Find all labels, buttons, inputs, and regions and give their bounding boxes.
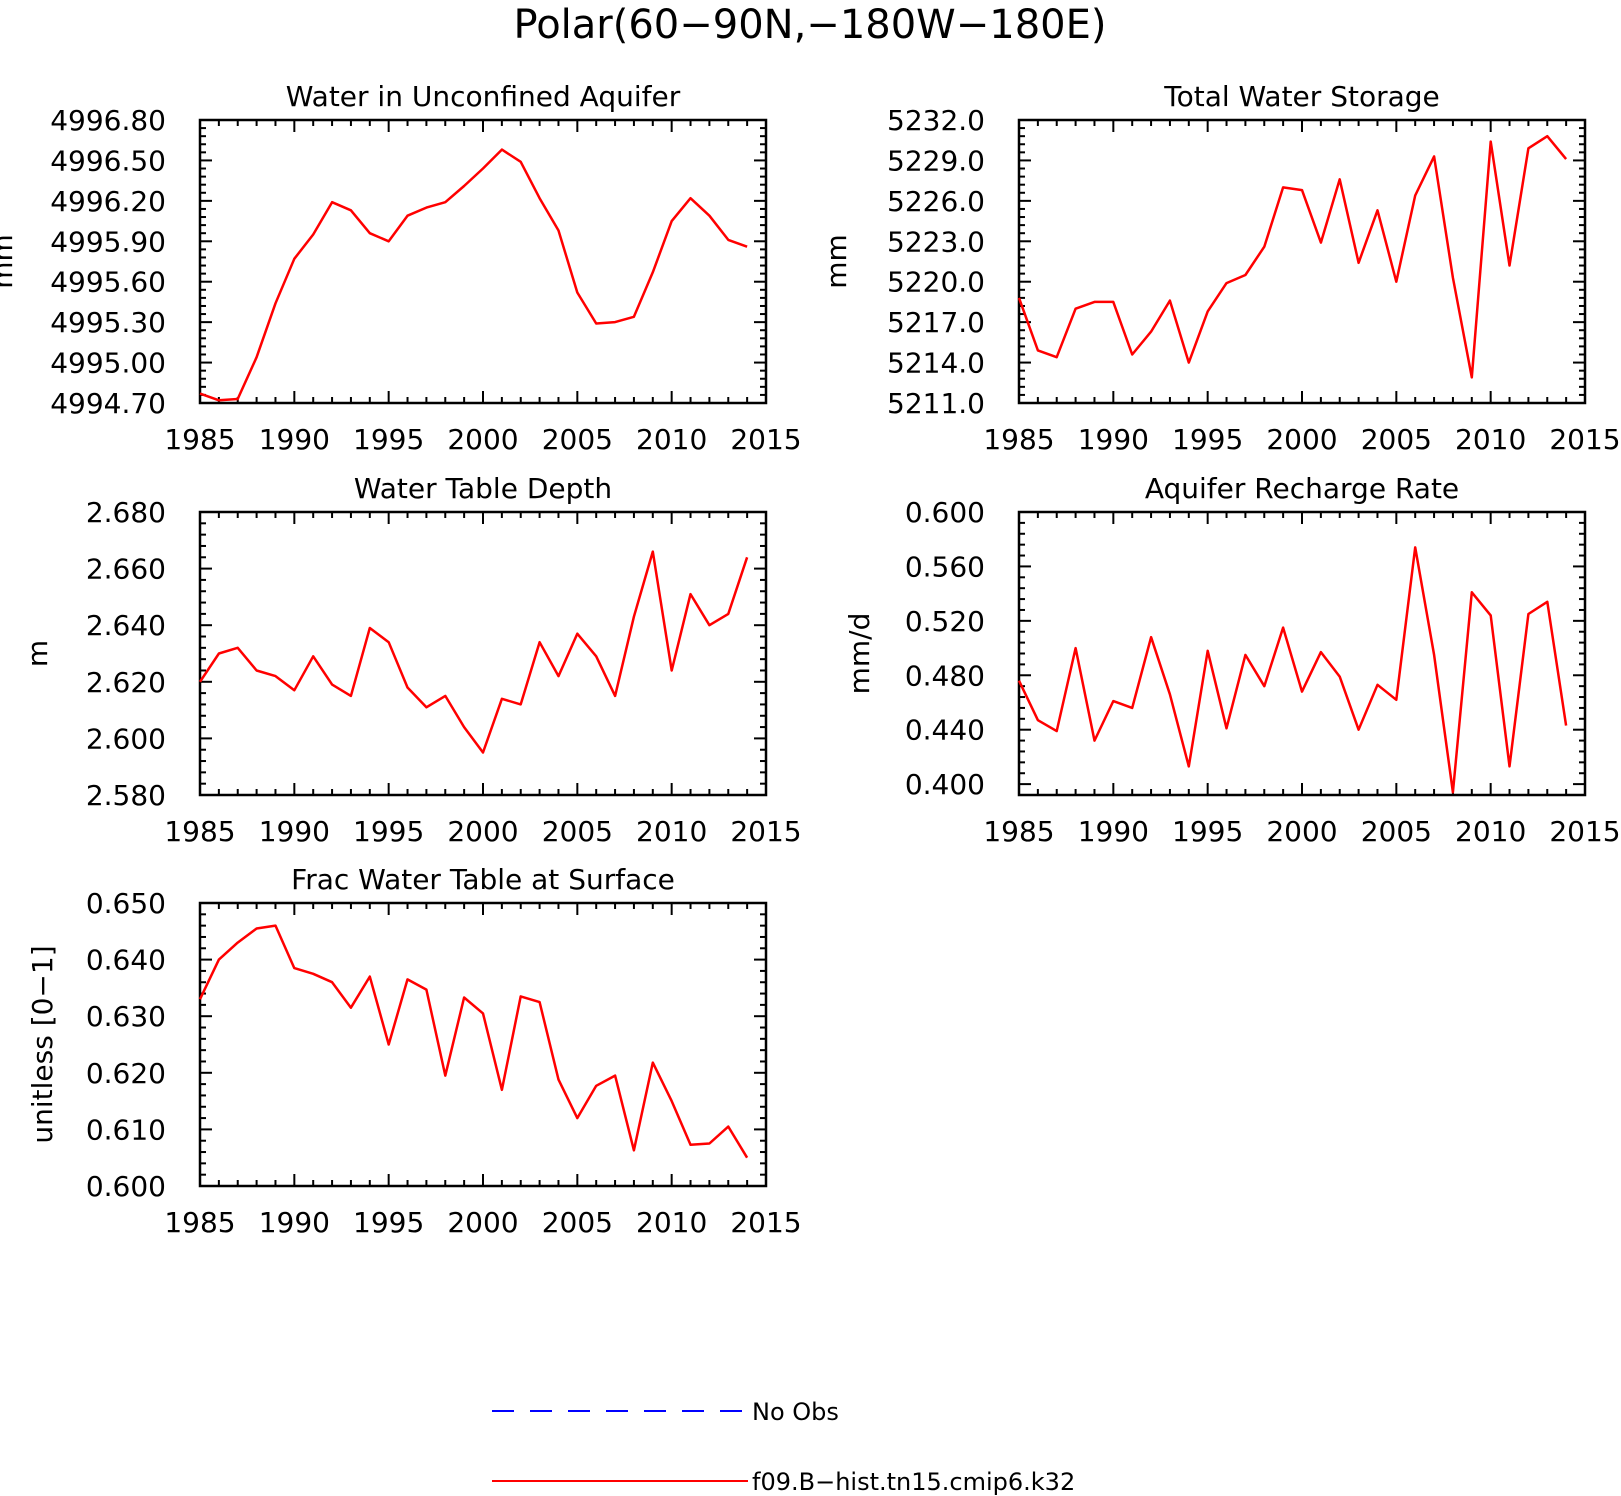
y-tick-label: 5220.0 [887,266,985,299]
x-tick-label: 2015 [1549,815,1620,848]
x-tick-label: 2005 [542,423,613,456]
x-tick-label: 2000 [447,423,518,456]
y-tick-label: 0.610 [86,1113,166,1146]
series-line [1017,546,1568,794]
x-tick-label: 1985 [164,1206,235,1239]
chart-title: Water Table Depth [354,472,612,505]
x-tick-label: 1995 [1172,815,1243,848]
y-axis-label: unitless [0−1] [26,945,59,1143]
y-tick-label: 2.680 [86,496,166,529]
chart-panel-5: Frac Water Table at Surface unitless [0−1… [26,863,802,1239]
legend-obs-label: No Obs [752,1398,839,1426]
y-tick-label: 4995.30 [50,306,166,339]
x-tick-label: 2015 [730,1206,801,1239]
x-tick-label: 1995 [353,1206,424,1239]
x-tick-label: 2010 [636,1206,707,1239]
x-tick-label: 2005 [542,1206,613,1239]
x-tick-label: 2000 [1266,423,1337,456]
y-tick-label: 0.520 [905,605,985,638]
y-tick-label: 5223.0 [887,225,985,258]
y-tick-label: 0.630 [86,1000,166,1033]
x-tick-label: 1990 [259,1206,330,1239]
chart-panel-1: Water in Unconfined Aquifer mm 1985 1990 199… [0,80,802,456]
y-tick-label: 0.400 [905,768,985,801]
series-line [198,924,749,1159]
y-tick-label: 2.600 [86,722,166,755]
x-tick-label: 2000 [1266,815,1337,848]
y-tick-label: 0.600 [86,1170,166,1203]
x-tick-label: 2010 [1455,815,1526,848]
y-tick-label: 5211.0 [887,387,985,420]
chart-title: Aquifer Recharge Rate [1145,472,1459,505]
x-tick-label: 2010 [1455,423,1526,456]
series-line [1017,134,1568,379]
y-tick-label: 2.620 [86,666,166,699]
legend: No Obs f09.B−hist.tn15.cmip6.k32 [492,1398,1075,1496]
x-tick-label: 1985 [164,423,235,456]
y-tick-label: 4994.70 [50,387,166,420]
x-tick-label: 2000 [447,815,518,848]
y-axis-label: mm [0,234,19,289]
y-axis-label: mm/d [843,613,876,695]
y-tick-label: 0.600 [905,496,985,529]
legend-model-label: f09.B−hist.tn15.cmip6.k32 [752,1468,1075,1496]
series-line [198,550,749,754]
y-tick-label: 5217.0 [887,306,985,339]
x-tick-label: 2005 [1361,423,1432,456]
y-tick-label: 2.660 [86,553,166,586]
y-tick-label: 0.480 [905,659,985,692]
chart-title: Total Water Storage [1163,80,1440,113]
x-tick-label: 1995 [1172,423,1243,456]
x-tick-label: 2010 [636,423,707,456]
y-tick-label: 0.650 [86,887,166,920]
x-tick-label: 2000 [447,1206,518,1239]
y-axis-label: mm [820,234,853,289]
y-tick-label: 4996.80 [50,104,166,137]
x-tick-label: 2010 [636,815,707,848]
y-axis-label: m [21,640,54,667]
x-tick-label: 1990 [259,815,330,848]
y-tick-label: 0.620 [86,1057,166,1090]
x-tick-label: 2005 [1361,815,1432,848]
y-tick-label: 4995.00 [50,347,166,380]
y-tick-label: 5226.0 [887,185,985,218]
chart-panel-2: Total Water Storage mm 1985 1990 1995 2000 200… [820,80,1621,456]
x-tick-label: 1995 [353,423,424,456]
plot-frame [1017,510,1587,797]
y-tick-label: 4995.60 [50,266,166,299]
y-tick-label: 0.440 [905,714,985,747]
plot-frame [1017,118,1587,405]
x-tick-label: 2015 [1549,423,1620,456]
chart-title: Water in Unconfined Aquifer [286,80,681,113]
x-tick-label: 1995 [353,815,424,848]
y-tick-label: 5214.0 [887,347,985,380]
y-tick-label: 0.640 [86,944,166,977]
chart-panel-3: Water Table Depth m 1985 1990 1995 2000 2005 20… [21,472,802,848]
x-tick-label: 1990 [259,423,330,456]
y-tick-label: 4996.20 [50,185,166,218]
x-tick-label: 1990 [1078,423,1149,456]
x-tick-label: 1990 [1078,815,1149,848]
y-tick-label: 5232.0 [887,104,985,137]
x-tick-label: 1985 [983,423,1054,456]
y-tick-label: 5229.0 [887,144,985,177]
y-tick-label: 0.560 [905,550,985,583]
chart-panel-4: Aquifer Recharge Rate mm/d 1985 1990 1995 200… [843,472,1621,848]
x-tick-label: 2005 [542,815,613,848]
y-tick-label: 2.640 [86,609,166,642]
x-tick-label: 2015 [730,423,801,456]
x-tick-label: 2015 [730,815,801,848]
y-tick-label: 4996.50 [50,144,166,177]
x-tick-label: 1985 [164,815,235,848]
y-tick-label: 2.580 [86,779,166,812]
y-tick-label: 4995.90 [50,225,166,258]
series-line [199,148,748,402]
figure-title: Polar(60−90N,−180W−180E) [514,2,1107,48]
plot-frame [198,118,768,405]
x-tick-label: 1985 [983,815,1054,848]
chart-title: Frac Water Table at Surface [291,863,675,896]
